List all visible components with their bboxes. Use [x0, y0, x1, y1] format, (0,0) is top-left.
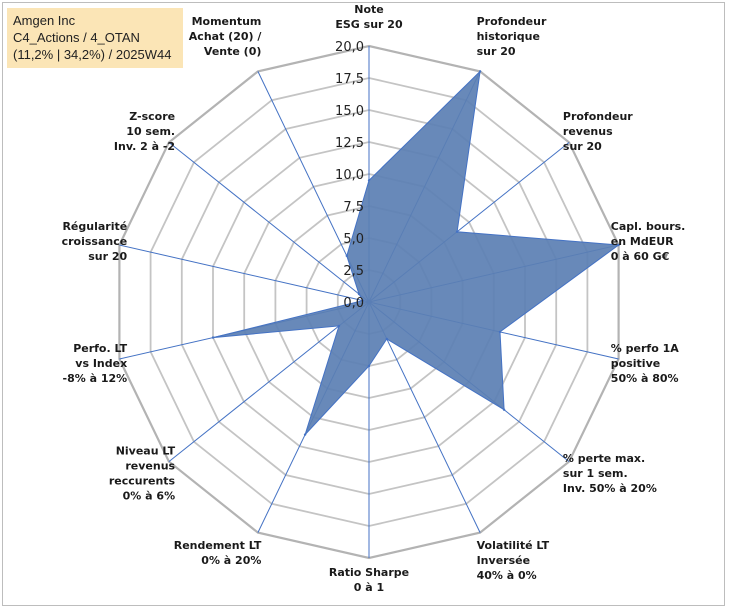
axis-label-line: Achat (20) / [189, 30, 263, 43]
axis-label-line: sur 20 [88, 250, 127, 263]
axis-label-line: historique [477, 30, 540, 43]
axis-label-line: 0% à 20% [201, 554, 261, 567]
data-point [337, 324, 341, 328]
axis-label: Capl. bours. en MdEUR 0 à 60 G€ [611, 220, 686, 263]
chart-title-box: Amgen Inc C4_Actions / 4_OTAN (11,2% | 3… [7, 8, 183, 68]
axis-label-line: Capl. bours. [611, 220, 686, 233]
radial-tick-label: 10,0 [335, 168, 364, 183]
data-point [367, 364, 371, 368]
data-point [498, 330, 502, 334]
axis-spoke [168, 142, 370, 303]
axis-label-line: Inversée [477, 554, 530, 567]
radial-tick-label: 20,0 [335, 40, 364, 55]
axis-label-line: Rendement LT [174, 539, 262, 552]
data-point [478, 70, 482, 73]
axis-label-line: positive [611, 357, 660, 370]
data-point [455, 230, 459, 233]
axis-label: Rendement LT 0% à 20% [174, 539, 262, 567]
radial-tick-label: 5,0 [343, 232, 364, 247]
data-point [502, 408, 506, 411]
data-point [361, 299, 364, 302]
data-point [385, 337, 388, 341]
axis-label-line: Vente (0) [204, 45, 261, 58]
axis-label: Régularité croissance sur 20 [62, 220, 128, 263]
axis-label-line: Profondeur [477, 15, 547, 28]
axis-label: Profondeur historique sur 20 [477, 15, 547, 58]
axis-label-line: Volatilité LT [477, 539, 550, 552]
axis-label: Perfo. LT vs Index -8% à 12% [63, 342, 128, 385]
axis-label-line: croissance [62, 235, 128, 248]
axis-label-line: vs Index [75, 357, 127, 370]
portfolio-category: C4_Actions / 4_OTAN [13, 30, 140, 45]
axis-label-line: Ratio Sharpe [329, 566, 409, 579]
axis-label-line: Inv. 50% à 20% [563, 482, 657, 495]
axis-label-line: reccurents [109, 474, 176, 487]
axis-label-line: revenus [563, 125, 613, 138]
data-point [617, 243, 620, 247]
axis-label-line: 40% à 0% [477, 569, 537, 582]
company-name: Amgen Inc [13, 13, 76, 28]
axis-label: Note ESG sur 20 [335, 3, 403, 31]
axis-label-line: ESG sur 20 [335, 18, 403, 31]
axis-label-line: 50% à 80% [611, 372, 679, 385]
data-point [211, 336, 215, 339]
radial-tick-label: 12,5 [335, 136, 364, 151]
axis-label-line: Profondeur [563, 110, 633, 123]
axis-label-line: Régularité [62, 220, 127, 233]
axis-label-line: % perte max. [563, 452, 645, 465]
axis-spoke [368, 301, 481, 533]
axis-label-line: 0 à 60 G€ [611, 250, 670, 263]
axis-label-line: % perfo 1A [611, 342, 679, 355]
data-point [357, 292, 361, 296]
data-point [303, 433, 307, 436]
axis-label: % perte max. sur 1 sem. Inv. 50% à 20% [563, 452, 657, 495]
radial-tick-label: 2,5 [343, 264, 364, 279]
axis-label: Momentum Achat (20) / Vente (0) [189, 15, 263, 58]
data-point [345, 254, 348, 258]
data-point [367, 179, 371, 182]
axis-label-line: en MdEUR [611, 235, 674, 248]
radial-tick-label: 15,0 [335, 104, 364, 119]
axis-label-line: sur 1 sem. [563, 467, 628, 480]
radial-tick-label: 17,5 [335, 72, 364, 87]
axis-label-line: Perfo. LT [73, 342, 127, 355]
axis-label-line: 0 à 1 [354, 581, 384, 594]
axis-label: % perfo 1A positive 50% à 80% [611, 342, 679, 385]
axis-spoke [119, 244, 370, 303]
radial-tick-label: 7,5 [343, 200, 364, 215]
axis-label: Volatilité LT Inversée 40% à 0% [477, 539, 550, 582]
axis-spoke [168, 301, 370, 462]
axis-label-line: Inv. 2 à -2 [114, 140, 175, 153]
axis-label: Profondeur revenus sur 20 [563, 110, 633, 153]
axis-label: Z-score 10 sem. Inv. 2 à -2 [114, 110, 175, 153]
axis-label: Niveau LT revenus reccurents 0% à 6% [109, 444, 176, 502]
axis-label-line: Niveau LT [116, 444, 176, 457]
axis-label-line: Note [354, 3, 383, 16]
axis-label-line: 0% à 6% [123, 489, 175, 502]
axis-label-line: revenus [125, 459, 175, 472]
axis-label-line: Z-score [129, 110, 175, 123]
performance-week: (11,2% | 34,2%) / 2025W44 [13, 47, 172, 62]
axis-label-line: sur 20 [477, 45, 516, 58]
axis-label-line: 10 sem. [126, 125, 175, 138]
axis-label: Ratio Sharpe 0 à 1 [329, 566, 409, 594]
axis-label-line: Momentum [192, 15, 262, 28]
radial-tick-label: 0,0 [343, 296, 364, 311]
axis-label-line: -8% à 12% [63, 372, 128, 385]
axis-label-line: sur 20 [563, 140, 602, 153]
data-area [212, 70, 620, 435]
